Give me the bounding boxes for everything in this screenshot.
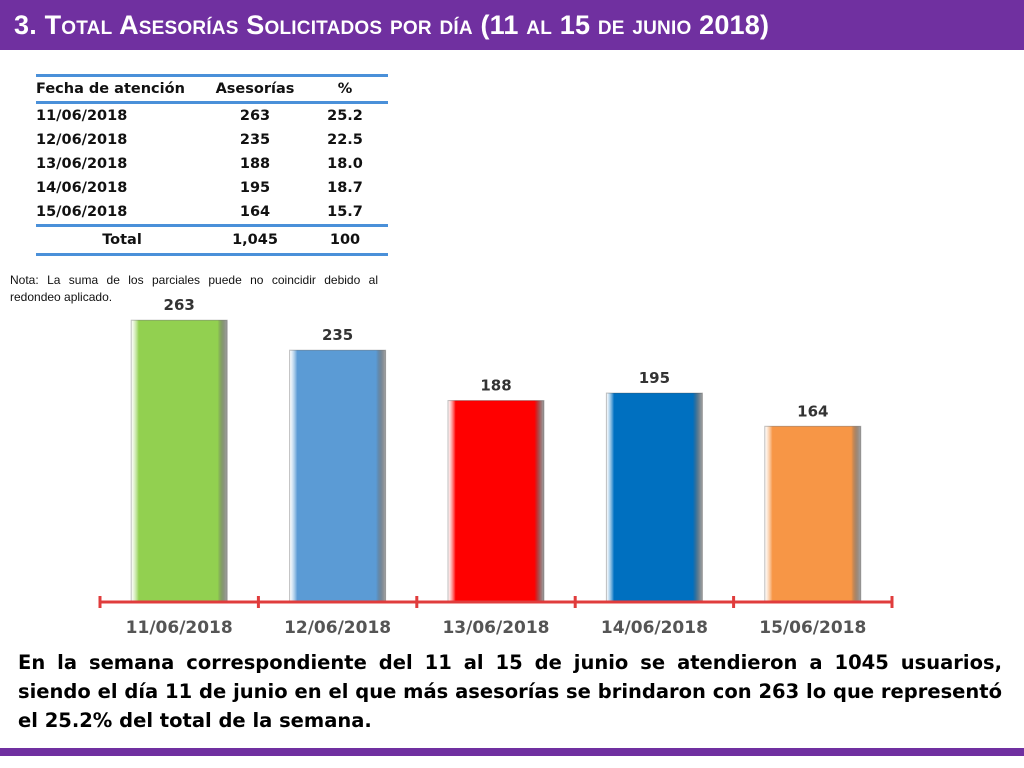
bar-14/06/2018 (605, 392, 703, 603)
total-label: Total (102, 232, 142, 248)
data-label: 195 (639, 369, 670, 387)
cell-count: 164 (239, 204, 271, 220)
data-label: 164 (797, 402, 828, 420)
asesorias-table: Fecha de atención Asesorías % 11/06/2018… (36, 74, 388, 256)
summary-paragraph: En la semana correspondiente del 11 al 1… (18, 651, 1002, 732)
table-row: 15/06/2018 164 15.7 (36, 200, 388, 226)
cell-count: 263 (239, 108, 271, 124)
category-label: 15/06/2018 (759, 618, 866, 638)
cell-percent: 15.7 (327, 204, 363, 220)
data-label: 263 (164, 296, 195, 314)
data-label: 188 (480, 377, 511, 395)
cell-count: 188 (239, 156, 271, 172)
table-row: 13/06/2018 188 18.0 (36, 152, 388, 176)
bar-15/06/2018 (764, 425, 862, 603)
total-count: 1,045 (232, 232, 278, 248)
rounding-note: Nota: La suma de los parciales puede no … (10, 273, 378, 304)
table-row: 14/06/2018 195 18.7 (36, 176, 388, 200)
header-asesorias: Asesorías (215, 81, 295, 97)
cell-percent: 25.2 (327, 108, 363, 124)
summary-table: Fecha de atención Asesorías % 11/06/2018… (36, 74, 388, 256)
table-header-row: Fecha de atención Asesorías % (36, 75, 388, 103)
page-title: 3. Total Asesorías Solicitados por día (… (14, 9, 770, 40)
cell-count: 235 (239, 132, 271, 148)
header-percent: % (337, 81, 353, 97)
cell-percent: 22.5 (327, 132, 363, 148)
data-label: 235 (322, 326, 353, 344)
bar-13/06/2018 (447, 400, 545, 603)
cell-count: 195 (239, 180, 271, 196)
cell-percent: 18.7 (327, 180, 363, 196)
category-label: 13/06/2018 (442, 618, 549, 638)
cell-date: 13/06/2018 (36, 156, 128, 172)
bar-11/06/2018 (130, 319, 228, 603)
category-label: 14/06/2018 (601, 618, 708, 638)
cell-date: 12/06/2018 (36, 132, 128, 148)
cell-date: 11/06/2018 (36, 108, 128, 124)
table-row: 11/06/2018 263 25.2 (36, 103, 388, 129)
bottom-bar (0, 748, 1024, 756)
bar-chart: 263 11/06/2018 235 12/06/2018 188 13/06/2018 1… (98, 296, 894, 638)
header-fecha: Fecha de atención (36, 81, 185, 97)
cell-date: 15/06/2018 (36, 204, 128, 220)
total-percent: 100 (329, 232, 361, 248)
category-label: 11/06/2018 (126, 618, 233, 638)
title-bar: 3. Total Asesorías Solicitados por día (… (0, 0, 1024, 50)
table-total-row: Total 1,045 100 (36, 225, 388, 255)
table-row: 12/06/2018 235 22.5 (36, 128, 388, 152)
cell-percent: 18.0 (327, 156, 363, 172)
cell-date: 14/06/2018 (36, 180, 128, 196)
bar-12/06/2018 (289, 349, 387, 603)
category-label: 12/06/2018 (284, 618, 391, 638)
